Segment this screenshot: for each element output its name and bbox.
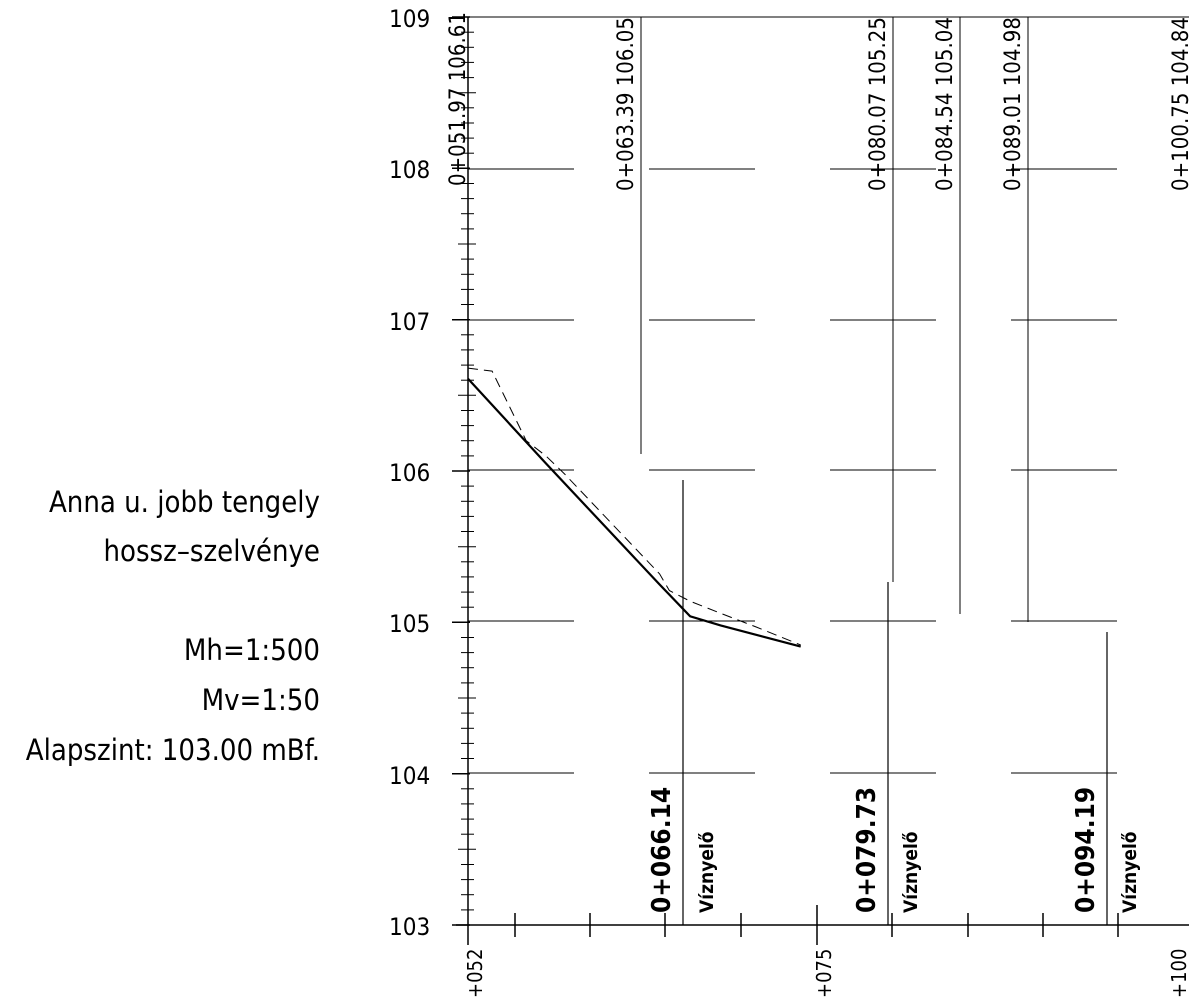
title-line-2: hossz–szelvénye	[103, 534, 320, 568]
inlet-type-label: Víznyelő	[1119, 831, 1141, 913]
point-markers	[640, 17, 1029, 622]
scale-horizontal: Mh=1:500	[184, 633, 320, 667]
point-label: 0+100.75 104.84	[1169, 17, 1189, 191]
station-label-100: +100	[1167, 949, 1189, 998]
inlet-markers	[682, 480, 1108, 925]
grid	[456, 16, 1189, 926]
point-label: 0+063.39 106.05	[614, 17, 639, 191]
y-label-108: 108	[389, 156, 430, 184]
point-label: 0+051.97 106.61	[446, 12, 471, 186]
y-label-106: 106	[389, 459, 430, 487]
inlet-station-label: 0+079.73	[852, 787, 882, 913]
station-label-052: +052	[463, 949, 487, 998]
point-label: 0+084.54 105.04	[933, 17, 958, 191]
y-label-105: 105	[389, 610, 430, 638]
y-label-107: 107	[389, 308, 430, 336]
y-label-109: 109	[389, 5, 430, 33]
datum-level: Alapszint: 103.00 mBf.	[26, 733, 320, 767]
inlet-station-label: 0+094.19	[1071, 787, 1101, 913]
terrain-line	[467, 367, 801, 646]
minor-ticks	[452, 16, 476, 926]
inlet-type-label: Víznyelő	[900, 831, 922, 913]
scale-vertical: Mv=1:50	[202, 683, 320, 717]
inlet-type-label: Víznyelő	[696, 831, 718, 913]
elevation-axis: 109 108 107 106 105 104 103	[389, 5, 476, 941]
station-axis	[467, 905, 1119, 945]
y-label-104: 104	[389, 762, 430, 790]
inlet-station-label: 0+066.14	[647, 787, 677, 913]
y-label-103: 103	[389, 913, 430, 941]
title-block: Anna u. jobb tengely hossz–szelvénye Mh=…	[26, 485, 320, 767]
design-profile-line	[467, 377, 801, 648]
station-label-075: +075	[812, 949, 836, 998]
point-label: 0+089.01 104.98	[1001, 17, 1026, 191]
title-line-1: Anna u. jobb tengely	[49, 485, 320, 519]
point-label: 0+080.07 105.25	[866, 17, 891, 191]
